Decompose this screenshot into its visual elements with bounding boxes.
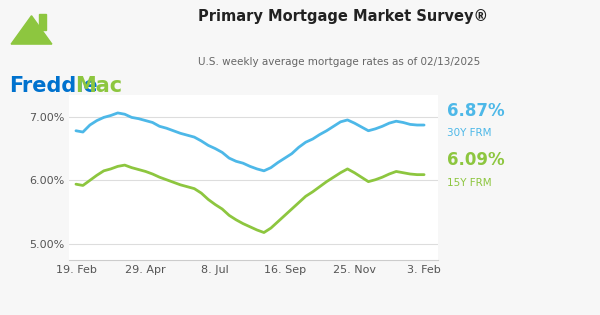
Text: 30Y FRM: 30Y FRM: [447, 128, 491, 138]
Polygon shape: [39, 14, 46, 30]
Polygon shape: [11, 16, 52, 44]
Text: 6.87%: 6.87%: [447, 102, 505, 120]
Text: Mac: Mac: [75, 76, 122, 95]
Text: Primary Mortgage Market Survey®: Primary Mortgage Market Survey®: [198, 9, 488, 25]
Text: 6.09%: 6.09%: [447, 152, 505, 169]
Text: Freddie: Freddie: [9, 76, 98, 95]
Text: U.S. weekly average mortgage rates as of 02/13/2025: U.S. weekly average mortgage rates as of…: [198, 57, 480, 67]
Text: 15Y FRM: 15Y FRM: [447, 178, 491, 187]
